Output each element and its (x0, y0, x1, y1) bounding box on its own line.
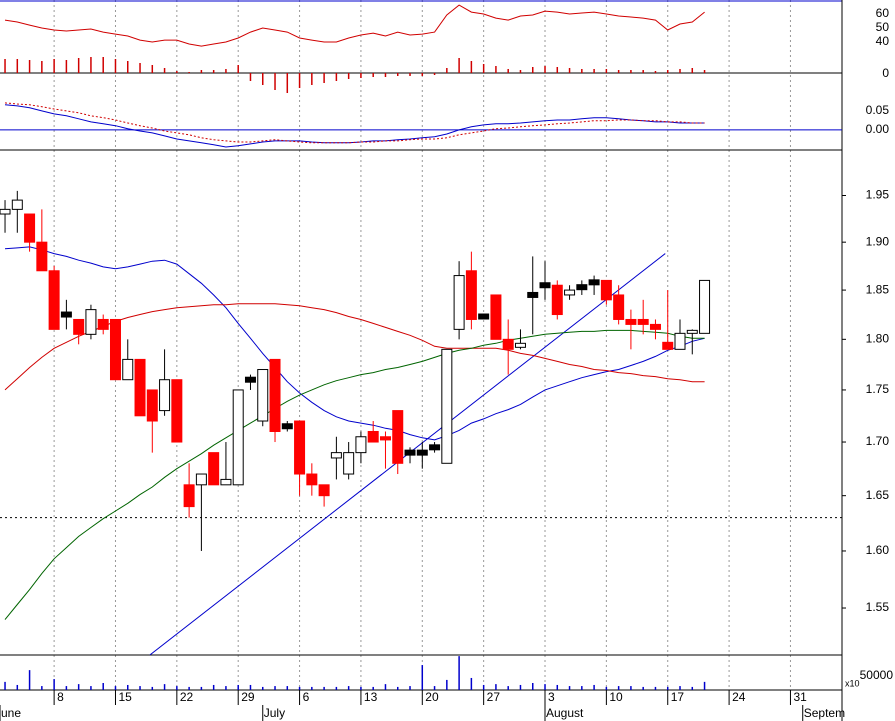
macd-line (4, 102, 705, 144)
candle-body (318, 484, 330, 497)
rsi-line (4, 4, 705, 47)
candle-body (195, 473, 207, 486)
candle-body (0, 208, 11, 215)
y-tick-label: 1.95 (866, 188, 890, 202)
x-tick-label: 27 (487, 690, 501, 704)
candle-body (588, 279, 600, 286)
candle-body (73, 318, 85, 335)
candle-body (269, 358, 281, 432)
candle-body (146, 389, 158, 422)
overlay-line (4, 303, 705, 391)
candle-body (453, 275, 465, 330)
candle-body (478, 313, 490, 320)
candle-body (392, 410, 404, 464)
candle-body (564, 289, 576, 296)
candle-body (637, 318, 649, 325)
candle-body (514, 342, 526, 348)
candle-body (294, 420, 306, 475)
y-tick-label: 0.00 (866, 122, 890, 136)
candle-body (36, 241, 48, 272)
candle-body (122, 358, 134, 381)
candle-body (85, 309, 97, 335)
candle-body (355, 436, 367, 454)
y-tick-label: 50000 (860, 668, 894, 682)
candle-body (576, 284, 588, 291)
candle-body (649, 323, 661, 330)
candle-body (416, 449, 428, 456)
y-tick-label: 1.55 (866, 600, 890, 614)
candle-body (24, 213, 36, 243)
candle-body (613, 294, 625, 320)
candle-body (699, 279, 711, 334)
month-label: August (546, 706, 584, 720)
candle-body (441, 348, 453, 464)
y-tick-label: 0 (882, 66, 889, 80)
y-tick-label: 1.65 (866, 488, 890, 502)
candle-body (134, 358, 146, 417)
candle-body (539, 282, 551, 289)
overlay-line (4, 329, 705, 620)
candle-body (159, 379, 171, 412)
y-tick-label: 1.75 (866, 382, 890, 396)
x-tick-label: 8 (57, 690, 64, 704)
candle-body (465, 270, 477, 320)
candle-body (686, 329, 698, 334)
candle-body (306, 473, 318, 486)
month-label: July (264, 706, 285, 720)
candle-body (220, 478, 232, 486)
candle-body (60, 311, 72, 318)
x-tick-label: 6 (303, 690, 310, 704)
y-tick-label: 60 (876, 6, 890, 20)
candle-body (662, 341, 674, 350)
y-tick-label: 40 (876, 34, 890, 48)
x-tick-label: 17 (671, 690, 685, 704)
candle-body (232, 389, 244, 486)
x-tick-label: 15 (118, 690, 132, 704)
month-label: une (1, 706, 21, 720)
overlay-line (4, 246, 705, 441)
candle-body (48, 270, 60, 330)
candle-body (171, 379, 183, 443)
candle-body (600, 279, 612, 301)
x-tick-label: 31 (793, 690, 807, 704)
x-tick-label: 29 (241, 690, 255, 704)
candle-body (379, 436, 391, 441)
candle-body (11, 199, 23, 210)
candle-body (183, 484, 195, 508)
candle-body (527, 291, 539, 298)
y-tick-label: 1.60 (866, 543, 890, 557)
candle-body (281, 423, 293, 430)
candle-body (208, 452, 220, 486)
y-tick-label: 50 (876, 20, 890, 34)
candle-body (367, 430, 379, 443)
candle-body (244, 376, 256, 383)
y-tick-label: 1.70 (866, 434, 890, 448)
y-tick-label: 1.85 (866, 282, 890, 296)
x-tick-label: 22 (180, 690, 194, 704)
y-tick-label: 1.80 (866, 331, 890, 345)
x-tick-label: 3 (548, 690, 555, 704)
price-panel (0, 190, 842, 655)
candle-body (551, 284, 563, 316)
candle-body (343, 452, 355, 475)
candle-body (674, 332, 686, 350)
volume-unit: x10 (845, 678, 860, 688)
x-tick-label: 13 (364, 690, 378, 704)
x-tick-label: 20 (425, 690, 439, 704)
candle-body (330, 452, 342, 459)
y-tick-label: 1.90 (866, 234, 890, 248)
candle-body (109, 318, 121, 381)
candle-body (490, 294, 502, 340)
candle-body (257, 369, 269, 422)
x-tick-label: 24 (732, 690, 746, 704)
y-tick-label: 0.05 (866, 103, 890, 117)
candle-body (625, 318, 637, 325)
candle-body (429, 444, 441, 451)
candle-body (404, 449, 416, 456)
candle-body (97, 318, 109, 330)
month-label: Septem (804, 706, 845, 720)
candle-body (502, 338, 514, 350)
x-tick-label: 10 (609, 690, 623, 704)
